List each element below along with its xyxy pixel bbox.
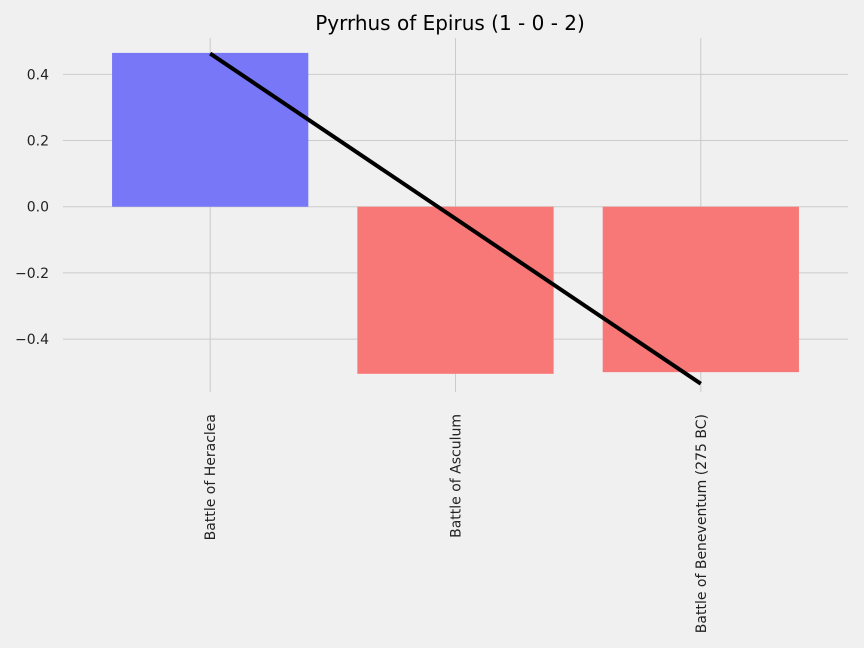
x-tick-label: Battle of Heraclea <box>203 414 219 540</box>
x-tick-label: Battle of Beneventum (275 BC) <box>694 414 710 633</box>
y-tick-label: 0.4 <box>27 67 49 83</box>
x-tick-label: Battle of Asculum <box>449 414 465 538</box>
y-tick-label: −0.4 <box>15 332 49 348</box>
trend-line <box>209 51 702 386</box>
y-tick-label: 0.0 <box>27 200 49 216</box>
chart-title: Pyrrhus of Epirus (1 - 0 - 2) <box>315 11 585 35</box>
x-tick-labels: Battle of Heraclea Battle of Asculum Battl… <box>203 414 710 633</box>
trend-line-layer <box>209 51 702 386</box>
bars-layer <box>112 52 799 374</box>
y-tick-label: −0.2 <box>15 266 49 282</box>
bar <box>112 52 309 207</box>
bar <box>602 206 799 373</box>
y-tick-label: 0.2 <box>27 134 49 150</box>
y-tick-labels: −0.4 −0.2 0.0 0.2 0.4 <box>15 67 49 348</box>
bar <box>357 206 554 374</box>
